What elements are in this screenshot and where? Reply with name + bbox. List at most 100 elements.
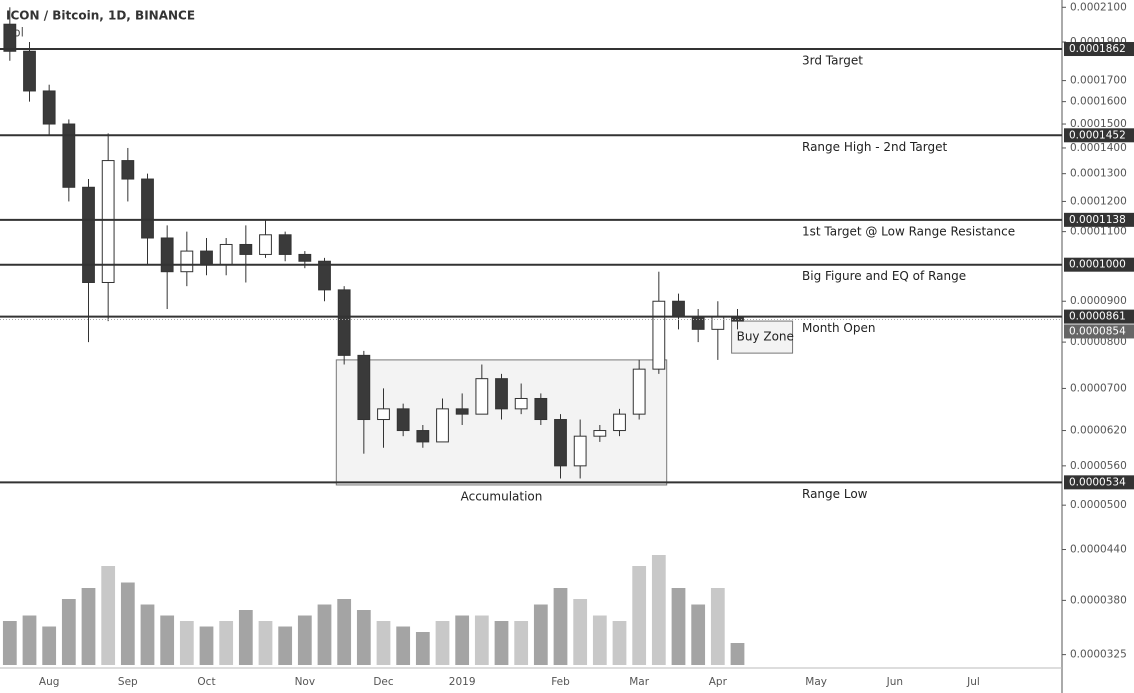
candle-body (3, 23, 17, 52)
volume-bar (356, 610, 371, 665)
candle-body (475, 378, 489, 415)
y-tick-label: 0.0000800 (1070, 336, 1127, 348)
level-price-box (1064, 42, 1134, 57)
volume-bar (179, 621, 194, 665)
candle-body (416, 430, 430, 443)
last-price-label: 0.0000854 (1069, 325, 1126, 337)
candle-body (239, 243, 253, 255)
volume-bar (2, 621, 17, 665)
x-tick-label: Dec (373, 676, 394, 688)
level-note: Month Open (802, 321, 875, 335)
volume-bar (199, 626, 214, 665)
y-tick-label: 0.0001600 (1070, 96, 1127, 108)
candle-body (101, 160, 115, 283)
volume-bar (297, 615, 312, 665)
candle-body (337, 289, 351, 356)
candle-body (160, 237, 174, 273)
volume-bar (219, 621, 234, 665)
volume-bar (671, 588, 686, 665)
candle-body (82, 186, 95, 283)
candle-body (121, 160, 135, 180)
volume-bar (258, 621, 273, 665)
zone-label: Accumulation (461, 489, 543, 503)
volume-bar (573, 599, 588, 665)
volume-bar (376, 621, 391, 665)
candle-body (711, 316, 725, 330)
volume-bar (455, 615, 470, 665)
x-tick-label: Feb (551, 676, 570, 688)
volume-bar (61, 599, 76, 665)
chart-title: ICON / Bitcoin, 1D, BINANCE (6, 9, 195, 23)
y-tick-label: 0.0000620 (1070, 425, 1127, 437)
zone-label: Buy Zone (737, 330, 794, 344)
y-tick-label: 0.0000380 (1070, 594, 1127, 606)
y-tick-label: 0.0000500 (1070, 499, 1127, 511)
x-tick-label: Sep (118, 676, 138, 688)
candle-body (62, 123, 76, 188)
volume-bar (691, 604, 706, 665)
y-tick-label: 0.0000440 (1070, 544, 1127, 556)
candle-body (534, 397, 548, 421)
y-tick-label: 0.0001500 (1070, 118, 1127, 130)
x-tick-label: Oct (197, 676, 215, 688)
y-tick-label: 0.0000700 (1070, 382, 1127, 394)
y-tick-label: 0.0001100 (1070, 226, 1127, 238)
volume-bar (317, 604, 332, 665)
candle-body (200, 250, 213, 266)
y-tick-label: 0.0001300 (1070, 168, 1127, 180)
level-price-box (1064, 475, 1134, 490)
y-tick-label: 0.0001200 (1070, 195, 1127, 207)
level-price-label: 0.0001000 (1069, 259, 1126, 271)
level-note: Range High - 2nd Target (802, 140, 947, 154)
candle-body (455, 408, 469, 415)
candle-body (42, 90, 56, 125)
level-price-box (1064, 128, 1134, 143)
volume-bar (435, 621, 450, 665)
volume-bar (474, 615, 489, 665)
level-price-label: 0.0001452 (1069, 129, 1126, 141)
volume-bar (494, 621, 509, 665)
volume-bar (514, 621, 529, 665)
level-price-label: 0.0001862 (1069, 43, 1126, 55)
level-note: 1st Target @ Low Range Resistance (802, 224, 1015, 238)
candle-body (396, 408, 410, 432)
volume-bar (160, 615, 175, 665)
candle-body (593, 430, 607, 437)
level-price-label: 0.0001138 (1069, 214, 1126, 226)
x-tick-label: 2019 (449, 676, 476, 688)
y-tick-label: 0.0001400 (1070, 142, 1127, 154)
candle-body (377, 408, 390, 421)
volume-bar (22, 615, 37, 665)
y-tick-label: 0.0000325 (1070, 649, 1127, 661)
candle-body (278, 234, 292, 255)
volume-bar (632, 566, 647, 665)
volume-bar (730, 643, 745, 665)
volume-bar (101, 566, 116, 665)
candle-body (357, 354, 371, 421)
candle-body (573, 435, 587, 467)
volume-bar (553, 588, 568, 665)
candle-body (514, 397, 528, 410)
x-tick-label: May (805, 676, 827, 688)
candle-body (554, 419, 567, 467)
volume-bar (533, 604, 548, 665)
y-tick-label: 0.0000560 (1070, 460, 1127, 472)
y-tick-label: 0.0001700 (1070, 75, 1127, 87)
level-price-box (1064, 212, 1134, 227)
x-tick-label: Jul (966, 676, 980, 688)
volume-bar (140, 604, 155, 665)
x-tick-label: Jun (886, 676, 903, 688)
volume-bar (592, 615, 607, 665)
candle-body (632, 368, 646, 415)
volume-bar (612, 621, 627, 665)
candle-body (691, 316, 705, 330)
candle-body (672, 300, 685, 318)
level-price-box (1064, 257, 1134, 272)
level-price-box (1064, 309, 1134, 324)
volume-bar (42, 626, 57, 665)
x-tick-label: Aug (39, 676, 60, 688)
volume-bar (337, 599, 352, 665)
level-note: Range Low (802, 487, 868, 501)
